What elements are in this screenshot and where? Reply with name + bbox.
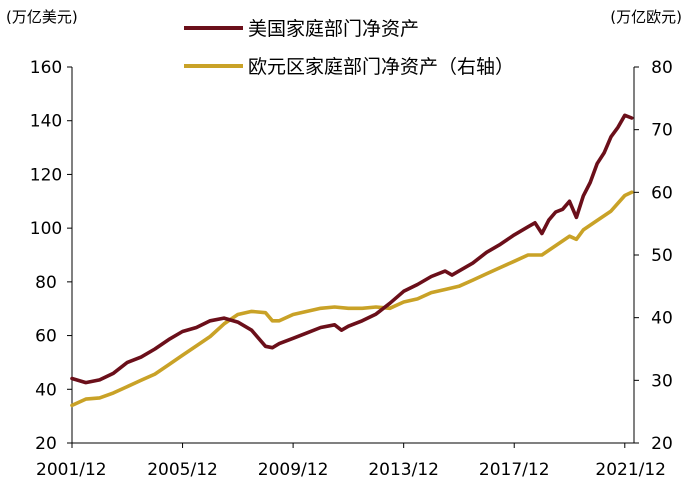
x-tick-label: 2021/12 [595,460,666,480]
left-tick-label: 80 [35,273,57,293]
x-tick-label: 2017/12 [479,460,550,480]
right-tick-label: 80 [651,58,673,78]
left-tick-label: 120 [30,165,62,185]
right-tick-label: 50 [651,246,673,266]
right-tick-label: 70 [651,121,673,141]
right-tick-label: 20 [651,434,673,454]
x-tick-label: 2009/12 [258,460,329,480]
right-tick-label: 40 [651,309,673,329]
left-tick-label: 40 [35,380,57,400]
legend-label: 美国家庭部门净资产 [248,18,419,40]
left-tick-label: 20 [35,434,57,454]
axes: 20 40 60 80 100 120 140 160 20 30 40 50 60 70 80 2001/1… [6,8,682,480]
legend-label: 欧元区家庭部门净资产（右轴） [248,56,514,78]
left-tick-label: 140 [30,112,62,132]
x-tick-label: 2001/12 [36,460,107,480]
x-tick-label: 2013/12 [368,460,439,480]
left-tick-label: 100 [30,219,62,239]
x-tick-label: 2005/12 [147,460,218,480]
eurozone-net-worth-line [70,190,634,408]
series-layer [70,113,634,408]
left-tick-label: 60 [35,327,57,347]
left-unit-label: (万亿美元) [6,8,78,26]
right-tick-label: 60 [651,183,673,203]
right-tick-label: 30 [651,371,673,391]
left-tick-label: 160 [30,58,62,78]
us-net-worth-line [70,113,634,385]
right-unit-label: (万亿欧元) [610,8,682,26]
